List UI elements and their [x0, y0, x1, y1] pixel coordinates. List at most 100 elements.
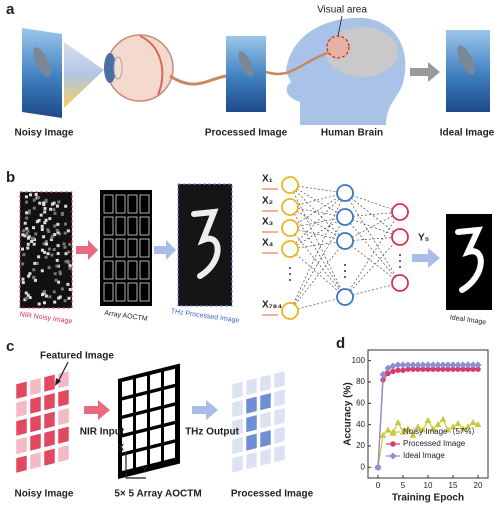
caption: Noisy Image [15, 489, 74, 500]
data-point [475, 366, 481, 372]
tile [29, 414, 42, 433]
noise-pixel [56, 230, 60, 234]
noise-pixel [44, 218, 48, 222]
caption: Processed Image [231, 489, 314, 500]
array-cell [127, 282, 138, 302]
noise-pixel [47, 247, 51, 251]
noise-pixel [46, 228, 50, 232]
noise-pixel [67, 250, 71, 254]
data-point [394, 419, 402, 426]
tile [57, 444, 70, 463]
arrow [412, 248, 440, 268]
data-point [439, 361, 447, 369]
noise-pixel [26, 246, 30, 250]
noise-pixel [63, 299, 67, 303]
digit [455, 226, 484, 293]
tile [122, 416, 133, 434]
x-tick-label: 5 [401, 481, 406, 490]
noise-pixel [40, 269, 44, 273]
nerve-path [265, 50, 331, 76]
noise-pixel [27, 211, 31, 215]
noise-pixel [50, 236, 54, 240]
tile [245, 432, 258, 452]
connection [289, 296, 346, 312]
array-cell [103, 238, 114, 258]
neuron [391, 203, 409, 221]
noise-pixel [25, 232, 29, 236]
tile [150, 390, 161, 409]
arrow [84, 400, 110, 420]
axis-label: X [118, 442, 124, 452]
data-point [429, 361, 437, 369]
data-point [464, 361, 472, 369]
noise-pixel [24, 291, 28, 295]
tile [122, 453, 133, 471]
noise-pixel [52, 290, 56, 294]
noise-pixel [50, 202, 54, 206]
array-cell [115, 194, 126, 214]
neuron [391, 274, 409, 292]
data-point [425, 366, 431, 372]
noise-pixel [40, 248, 44, 252]
legend-label: Noisy Image（57%） [403, 427, 479, 436]
tile [29, 377, 42, 396]
noise-pixel [28, 272, 32, 276]
data-point [409, 431, 417, 438]
arrow [154, 240, 176, 260]
noise-pixel [29, 193, 33, 197]
array-cell [127, 238, 138, 258]
data-point [404, 425, 412, 432]
leader-line [337, 15, 343, 37]
tile [150, 372, 161, 391]
noise-pixel [48, 217, 52, 221]
tile [15, 399, 28, 418]
annotation: Featured Image [40, 351, 114, 362]
panel-label: d [336, 335, 345, 352]
thz-image [177, 183, 233, 307]
ellipsis-dot [289, 279, 291, 281]
noise-pixel [50, 253, 54, 257]
noise-pixel [21, 262, 25, 266]
array-tiles [118, 363, 180, 479]
noise-pixel [55, 204, 59, 208]
tile [15, 436, 28, 455]
data-point [414, 361, 422, 369]
tile [43, 410, 56, 430]
ellipsis-dot [289, 273, 291, 275]
annotation: Visual area [317, 5, 367, 16]
noise-pixel [22, 229, 26, 233]
noise-pixel [68, 288, 72, 292]
noise-pixel [54, 278, 58, 282]
noise-pixel [60, 212, 64, 216]
noise-pixel [68, 264, 72, 268]
array-cell [139, 194, 150, 214]
noise-pixel [55, 258, 59, 262]
input-label: X₁ [262, 174, 273, 185]
data-point [469, 419, 477, 426]
processed-photo [226, 36, 266, 112]
tile [245, 377, 258, 396]
visual-area [326, 35, 350, 59]
noise-pixel [21, 277, 25, 281]
connection [289, 216, 346, 229]
noise-pixel [60, 287, 64, 291]
tile [43, 429, 56, 448]
noise-pixel [44, 294, 48, 298]
panel-label: b [6, 169, 15, 186]
y-tick-label: 0 [361, 462, 366, 471]
noise-pixel [67, 296, 71, 300]
noise-pixel [47, 266, 51, 270]
noise-pixel [33, 261, 37, 265]
data-point [444, 361, 452, 369]
tile [43, 373, 56, 393]
input-label: X₇₈₄ [262, 300, 282, 311]
connection [344, 240, 401, 284]
noise-pixel [68, 266, 72, 270]
noise-pixel [24, 296, 28, 300]
image-label: Array AOCTM [104, 310, 148, 323]
axis-label: Y [142, 464, 148, 474]
tile [231, 417, 244, 437]
noisy-tiles [15, 370, 70, 474]
noise-pixel [26, 242, 30, 246]
tile [29, 395, 42, 415]
